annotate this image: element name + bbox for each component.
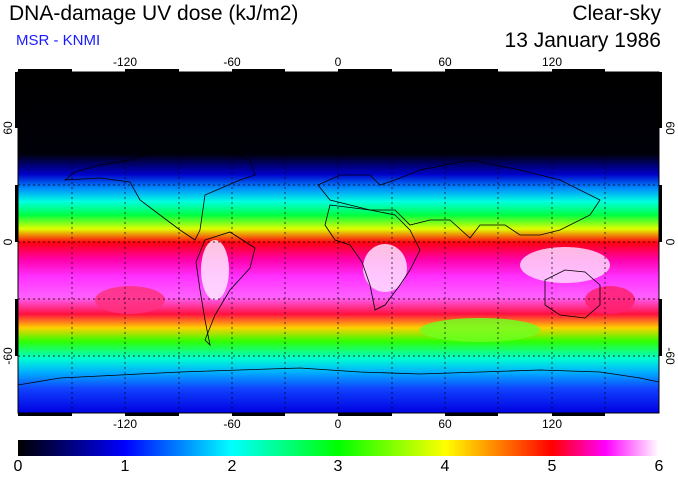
lon-tick-top-120: 120	[542, 55, 562, 69]
lon-tick-top-minus120: -120	[113, 55, 137, 69]
date-label: 13 January 1986	[504, 29, 661, 52]
lon-tick-bottom-minus60: -60	[223, 417, 241, 431]
colorbar	[18, 440, 659, 456]
colorbar-label-1: 1	[120, 458, 130, 475]
colorbar-label-2: 2	[227, 458, 237, 475]
lon-tick-bottom-0: 0	[335, 417, 342, 431]
map-title: DNA-damage UV dose (kJ/m2)	[9, 2, 299, 25]
lon-tick-top-minus60: -60	[223, 55, 241, 69]
lat-tick-left-60: 60	[1, 121, 15, 135]
lon-tick-top-60: 60	[438, 55, 452, 69]
lat-tick-left-0: 0	[1, 238, 15, 245]
frame-scale-bar	[15, 69, 662, 416]
graticule	[18, 72, 659, 413]
uv-dose-field	[18, 72, 659, 413]
lon-tick-bottom-60: 60	[438, 417, 452, 431]
lon-tick-bottom-minus120: -120	[113, 417, 137, 431]
lat-tick-right-0: 0	[663, 239, 677, 246]
colorbar-label-0: 0	[13, 458, 23, 475]
lon-tick-top-0: 0	[335, 55, 342, 69]
lon-tick-bottom-120: 120	[542, 417, 562, 431]
sky-condition-label: Clear-sky	[572, 2, 661, 25]
colorbar-label-3: 3	[333, 458, 343, 475]
lat-tick-left-minus60: -60	[1, 347, 15, 365]
lat-tick-right-minus60: -60	[663, 347, 677, 365]
colorbar-label-5: 5	[547, 458, 557, 475]
source-label: MSR - KNMI	[16, 32, 101, 49]
colorbar-label-4: 4	[440, 458, 450, 475]
lat-tick-right-60: 60	[663, 121, 677, 135]
colorbar-label-6: 6	[654, 458, 664, 475]
